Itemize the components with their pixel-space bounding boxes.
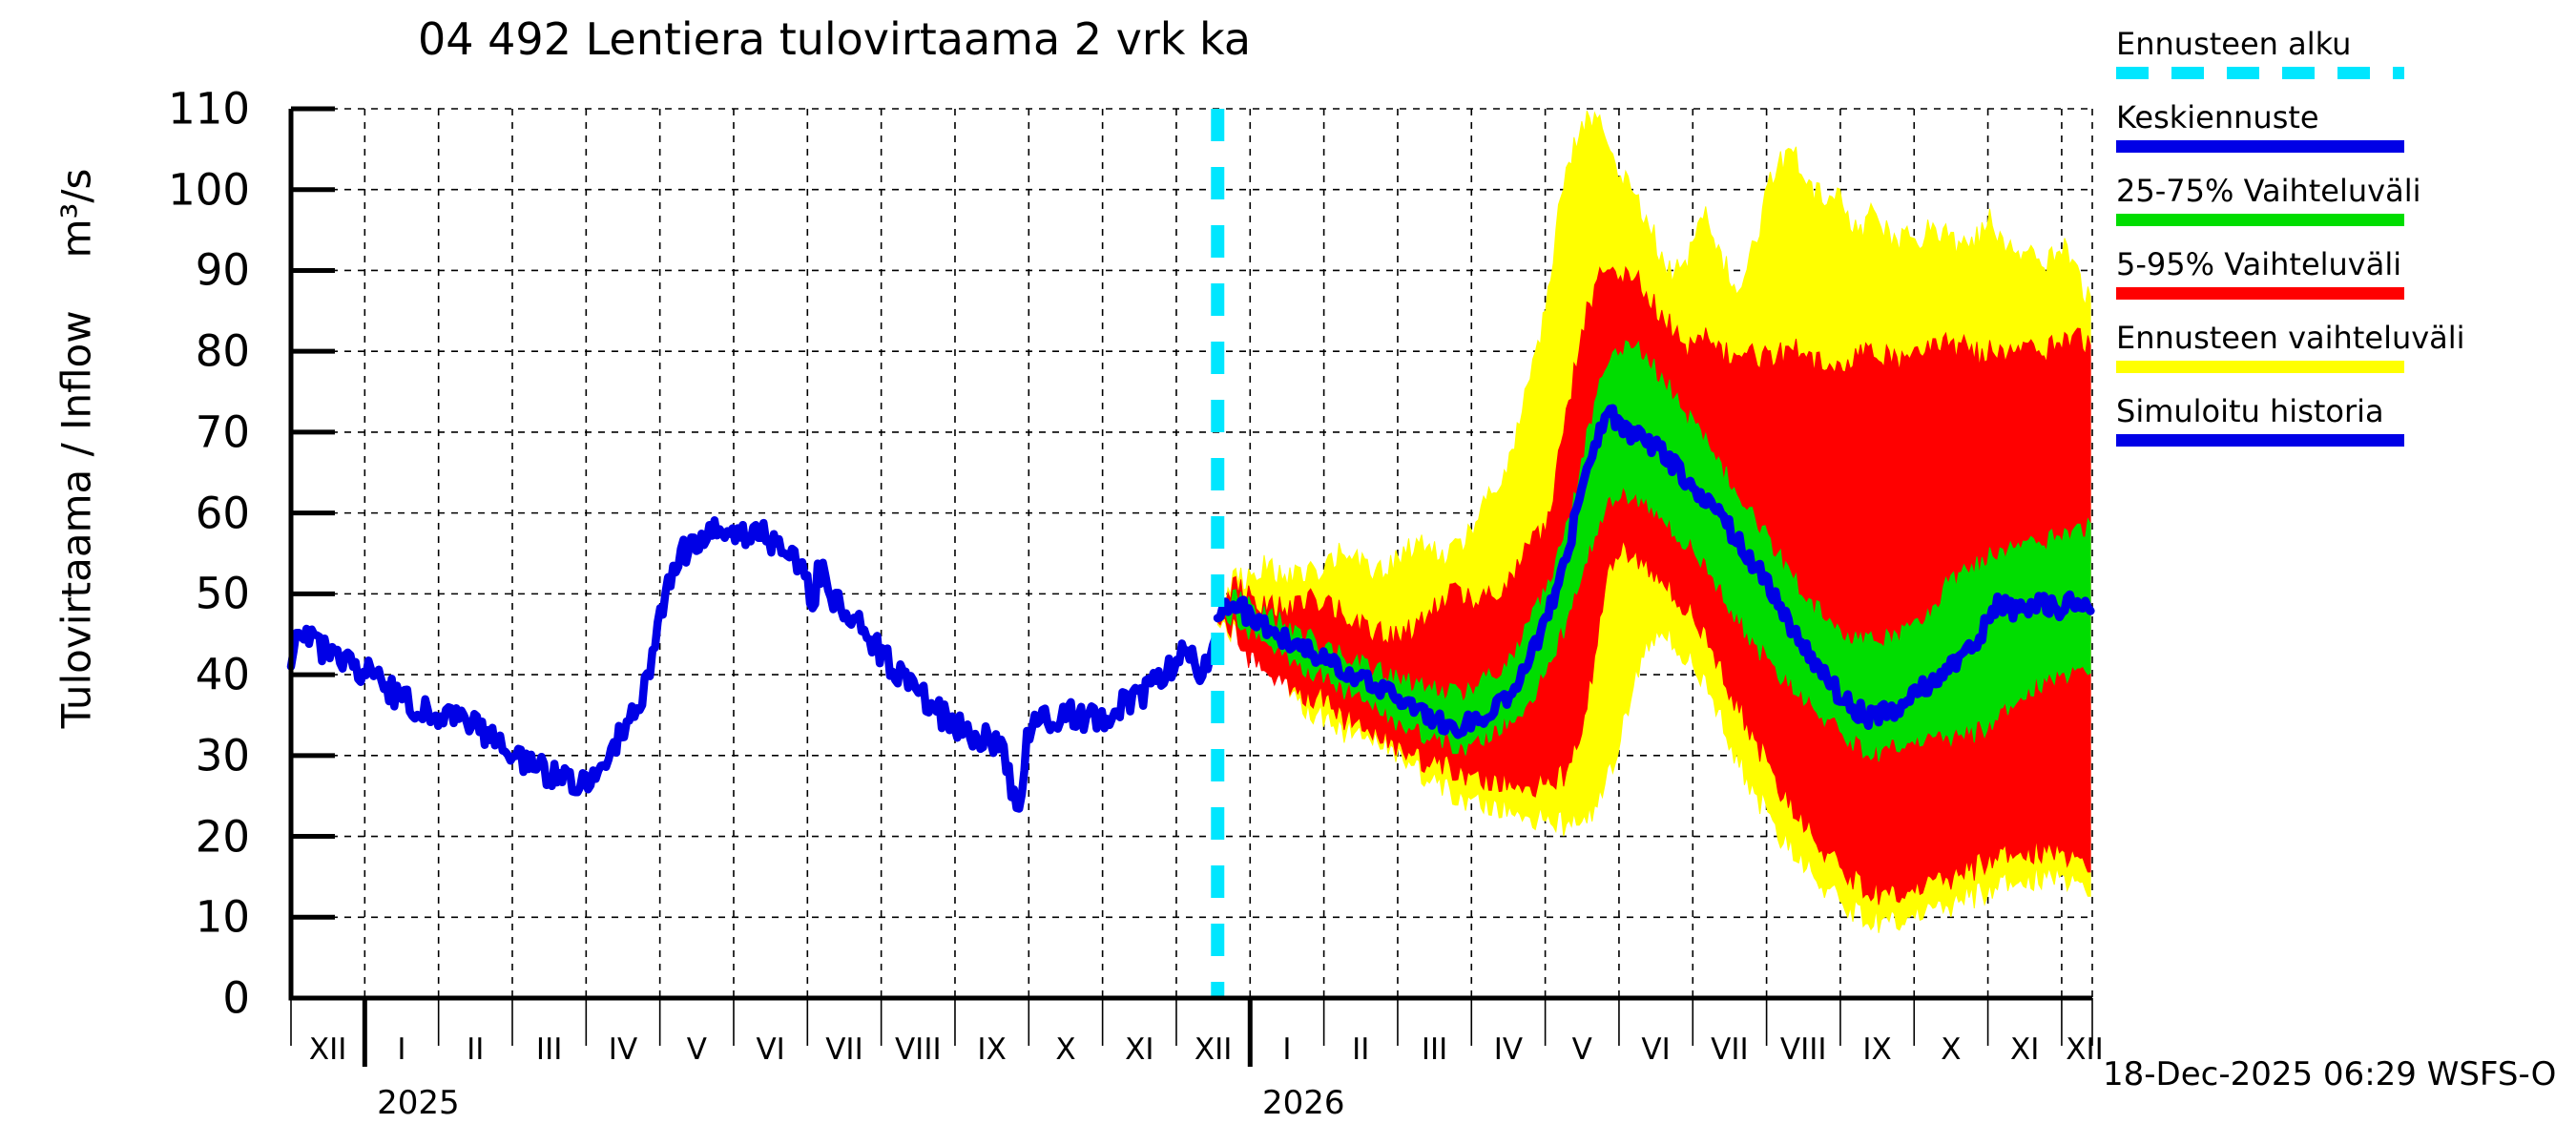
- y-axis-unit: m³/s: [52, 168, 100, 259]
- legend-label: Ennusteen alku: [2116, 26, 2352, 62]
- legend-label: Keskiennuste: [2116, 99, 2319, 135]
- x-month-label: XII: [2066, 1032, 2104, 1067]
- legend-label: Ennusteen vaihteluväli: [2116, 320, 2465, 356]
- legend-swatch-line: [2116, 361, 2404, 373]
- y-tick-label-30: 30: [195, 730, 250, 781]
- y-tick-label-60: 60: [195, 488, 250, 539]
- chart-timestamp: 18-Dec-2025 06:29 WSFS-O: [2103, 1055, 2557, 1093]
- legend-item-3: 5-95% Vaihteluväli: [2116, 247, 2517, 300]
- x-month-label: IX: [1862, 1032, 1892, 1067]
- legend-item-0: Ennusteen alku: [2116, 27, 2517, 79]
- legend-swatch-dashed-line: [2116, 67, 2404, 79]
- x-month-label: VIII: [894, 1032, 942, 1067]
- y-tick-label-90: 90: [195, 244, 250, 296]
- y-tick-label-110: 110: [168, 83, 250, 135]
- x-month-label: VII: [825, 1032, 863, 1067]
- legend-item-5: Simuloitu historia: [2116, 394, 2517, 447]
- x-month-label: VIII: [1779, 1032, 1827, 1067]
- legend-item-2: 25-75% Vaihteluväli: [2116, 174, 2517, 226]
- x-month-label: V: [686, 1032, 707, 1067]
- legend-item-4: Ennusteen vaihteluväli: [2116, 321, 2517, 373]
- y-tick-label-40: 40: [195, 649, 250, 700]
- legend-label: Simuloitu historia: [2116, 393, 2384, 429]
- x-month-label: IV: [1493, 1032, 1524, 1067]
- y-axis-label: Tulovirtaama / Inflow m³/s: [53, 169, 100, 729]
- y-tick-label-70: 70: [195, 406, 250, 458]
- x-month-label: V: [1571, 1032, 1592, 1067]
- x-month-label: IV: [608, 1032, 638, 1067]
- x-month-label: I: [1282, 1032, 1292, 1067]
- legend-swatch-line: [2116, 434, 2404, 447]
- chart-title: 04 492 Lentiera tulovirtaama 2 vrk ka: [418, 13, 1252, 65]
- x-year-label-2025: 2025: [377, 1084, 460, 1122]
- x-month-label: I: [397, 1032, 406, 1067]
- y-tick-label-10: 10: [195, 891, 250, 943]
- legend-swatch-line: [2116, 214, 2404, 226]
- x-month-label: IX: [977, 1032, 1007, 1067]
- x-month-label: VI: [756, 1032, 785, 1067]
- x-month-label: II: [1352, 1032, 1370, 1067]
- y-tick-label-20: 20: [195, 811, 250, 863]
- keskiennuste-line: [1213, 404, 2095, 739]
- legend-swatch-line: [2116, 287, 2404, 300]
- y-tick-label-100: 100: [168, 164, 250, 216]
- x-month-label: XII: [308, 1032, 347, 1067]
- x-month-label: XII: [1194, 1032, 1233, 1067]
- y-axis-label-text: Tulovirtaama / Inflow: [52, 310, 100, 729]
- x-month-label: XI: [1125, 1032, 1154, 1067]
- y-tick-label-80: 80: [195, 325, 250, 377]
- x-month-label: X: [1055, 1032, 1076, 1067]
- y-tick-label-0: 0: [222, 972, 250, 1024]
- legend-swatch-line: [2116, 140, 2404, 153]
- x-month-label: XI: [2010, 1032, 2040, 1067]
- x-month-label: III: [535, 1032, 563, 1067]
- legend-label: 5-95% Vaihteluväli: [2116, 246, 2402, 282]
- legend-label: 25-75% Vaihteluväli: [2116, 173, 2421, 209]
- y-tick-label-50: 50: [195, 568, 250, 619]
- chart-legend: Ennusteen alku Keskiennuste 25-75% Vaihtel…: [2116, 27, 2517, 468]
- legend-item-1: Keskiennuste: [2116, 100, 2517, 153]
- x-month-label: II: [467, 1032, 485, 1067]
- band-25-75-vaihteluvali: [1216, 340, 2091, 762]
- x-month-label: III: [1421, 1032, 1448, 1067]
- x-year-label-2026: 2026: [1262, 1084, 1345, 1122]
- x-month-label: VII: [1711, 1032, 1749, 1067]
- x-month-label: VI: [1641, 1032, 1671, 1067]
- x-month-label: X: [1941, 1032, 1962, 1067]
- simuloitu-historia-line: [286, 516, 1220, 813]
